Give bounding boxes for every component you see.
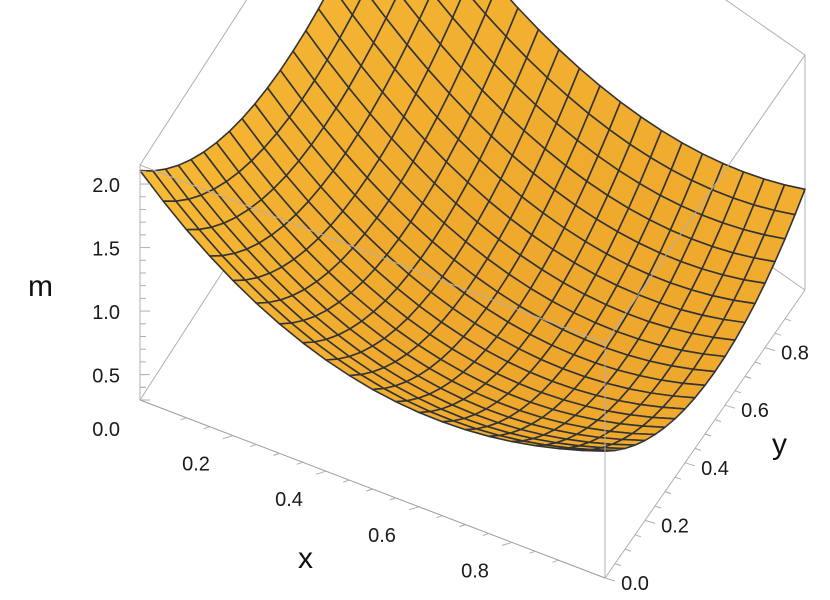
x-tick-label: 0.8 xyxy=(461,560,489,582)
z-tick-label: 1.0 xyxy=(92,302,120,324)
z-tick-label: 2.0 xyxy=(92,175,120,197)
y-tick-label: 0.8 xyxy=(781,343,809,365)
y-tick xyxy=(684,462,696,467)
y-tick-label: 0.2 xyxy=(661,515,689,537)
y-tick xyxy=(724,404,736,409)
y-tick xyxy=(704,433,712,437)
x-tick xyxy=(408,506,420,511)
axis-ticks: 0.2 0.4 0.6 0.8 0.0 0.2 0.4 0.6 0.8 0.0 0.5 1.0 1.5 2… xyxy=(92,170,809,595)
z-axis-label: m xyxy=(28,270,53,303)
x-tick xyxy=(501,541,513,546)
x-tick xyxy=(366,488,373,492)
y-tick xyxy=(614,563,622,567)
x-tick-label: 0.6 xyxy=(368,525,396,547)
x-tick xyxy=(343,479,350,483)
y-tick xyxy=(764,347,776,352)
x-tick xyxy=(436,515,443,519)
box-edge xyxy=(725,0,806,56)
box-edge xyxy=(139,164,606,344)
x-tick xyxy=(203,426,210,430)
y-tick-label: 0.0 xyxy=(621,573,649,595)
y-tick xyxy=(624,548,632,552)
x-tick xyxy=(389,497,396,501)
y-axis-label: y xyxy=(772,428,787,461)
y-tick xyxy=(644,519,656,524)
y-tick xyxy=(734,390,742,394)
x-tick xyxy=(482,533,489,536)
x-tick xyxy=(296,461,303,465)
x-tick xyxy=(315,470,327,475)
x-tick xyxy=(459,524,466,528)
y-tick xyxy=(634,534,642,538)
y-tick xyxy=(754,361,762,365)
y-tick xyxy=(654,505,662,509)
y-tick xyxy=(664,491,672,495)
x-tick xyxy=(222,435,234,440)
x-tick xyxy=(529,550,536,554)
x-tick xyxy=(250,444,257,447)
z-tick-label: 1.5 xyxy=(92,239,120,261)
y-tick-label: 0.6 xyxy=(741,400,769,422)
x-tick xyxy=(552,559,559,563)
x-tick xyxy=(273,452,280,456)
y-tick xyxy=(714,419,722,423)
x-axis-label: x xyxy=(298,542,313,575)
y-tick xyxy=(784,318,792,322)
box-edge xyxy=(139,0,248,166)
y-tick xyxy=(744,375,752,379)
box-edge xyxy=(604,54,806,344)
x-tick-label: 0.4 xyxy=(275,489,303,511)
x-tick-label: 0.2 xyxy=(182,454,210,476)
x-tick xyxy=(180,417,187,421)
y-tick-label: 0.4 xyxy=(701,458,729,480)
y-tick xyxy=(774,332,782,336)
surface-mesh xyxy=(139,0,806,453)
surface-patch xyxy=(580,448,616,453)
z-tick-label: 0.5 xyxy=(92,366,120,388)
y-tick xyxy=(694,447,702,451)
y-tick xyxy=(604,577,616,582)
z-tick-label: 0.0 xyxy=(92,419,120,441)
y-tick xyxy=(674,476,682,480)
